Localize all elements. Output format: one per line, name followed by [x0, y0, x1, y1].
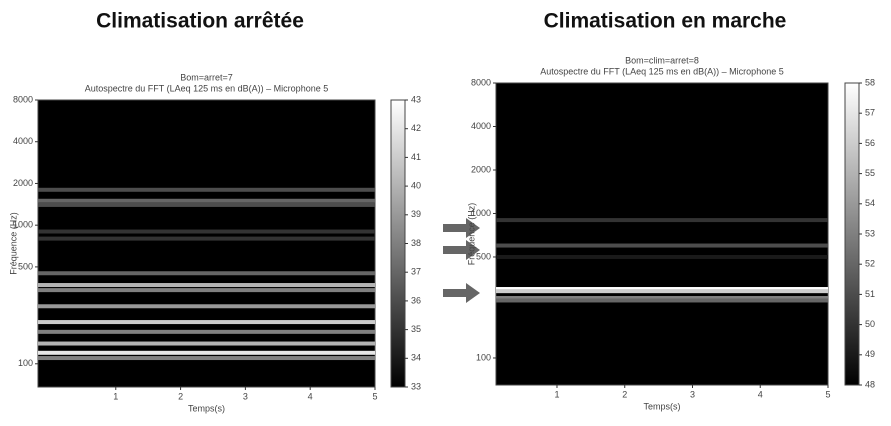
band	[496, 218, 828, 223]
x-tick-label: 2	[178, 391, 183, 401]
arrow	[443, 283, 480, 303]
chart-subtitle: Autospectre du FFT (LAeq 125 ms en dB(A)…	[85, 83, 328, 93]
x-axis-label: Temps(s)	[643, 401, 680, 411]
y-tick-label: 8000	[471, 77, 491, 87]
y-tick-label: 500	[476, 251, 491, 261]
chart-title: Climatisation en marche	[544, 10, 787, 33]
band	[38, 271, 375, 276]
x-tick-label: 2	[622, 389, 627, 399]
colorbar-tick-label: 49	[865, 349, 875, 359]
chart-subtitle: Bom=arret=7	[180, 72, 233, 82]
arrows	[443, 218, 480, 303]
band	[38, 350, 375, 355]
band	[38, 229, 375, 234]
band	[38, 341, 375, 346]
colorbar-tick-label: 34	[411, 353, 421, 363]
colorbar-tick-label: 50	[865, 319, 875, 329]
colorbar	[390, 99, 406, 388]
chart-subtitle: Bom=clim=arret=8	[625, 55, 699, 65]
y-tick-label: 4000	[471, 121, 491, 131]
band	[38, 356, 375, 361]
band	[496, 298, 828, 303]
plot-area	[495, 82, 829, 386]
colorbar-tick-label: 58	[865, 77, 875, 87]
y-tick-label: 2000	[471, 164, 491, 174]
band	[496, 243, 828, 248]
x-axis-label: Temps(s)	[188, 403, 225, 413]
x-tick-label: 1	[113, 391, 118, 401]
colorbar-tick-label: 48	[865, 379, 875, 389]
band	[38, 283, 375, 288]
y-tick-label: 100	[18, 358, 33, 368]
colorbar-tick-label: 51	[865, 289, 875, 299]
colorbar-tick-label: 56	[865, 138, 875, 148]
band	[496, 287, 828, 292]
band	[38, 202, 375, 207]
arrow	[443, 218, 480, 238]
band	[38, 236, 375, 241]
colorbar-tick-label: 36	[411, 295, 421, 305]
colorbar-tick-label: 43	[411, 94, 421, 104]
colorbar-tick-label: 40	[411, 180, 421, 190]
x-tick-label: 1	[554, 389, 559, 399]
band	[496, 289, 828, 294]
y-tick-label: 2000	[13, 178, 33, 188]
x-tick-label: 5	[372, 391, 377, 401]
x-tick-label: 4	[308, 391, 313, 401]
y-tick-label: 8000	[13, 94, 33, 104]
y-tick-label: 4000	[13, 136, 33, 146]
band	[38, 198, 375, 203]
band	[38, 187, 375, 192]
band	[496, 254, 828, 259]
band	[38, 320, 375, 325]
colorbar-tick-label: 52	[865, 259, 875, 269]
x-tick-label: 3	[243, 391, 248, 401]
colorbar-tick-label: 41	[411, 152, 421, 162]
plot-area	[37, 99, 376, 388]
y-axis-label: Fréquence (Hz)	[8, 212, 18, 275]
y-tick-label: 500	[18, 261, 33, 271]
colorbar-tick-label: 37	[411, 267, 421, 277]
x-tick-label: 5	[825, 389, 830, 399]
chart-title: Climatisation arrêtée	[96, 10, 304, 33]
band	[38, 288, 375, 293]
colorbar-tick-label: 38	[411, 238, 421, 248]
y-tick-label: 1000	[13, 220, 33, 230]
colorbar	[844, 82, 860, 386]
band	[496, 296, 828, 301]
arrow	[443, 240, 480, 260]
colorbar-tick-label: 35	[411, 324, 421, 334]
y-tick-label: 1000	[471, 208, 491, 218]
band	[38, 304, 375, 309]
chart-subtitle: Autospectre du FFT (LAeq 125 ms en dB(A)…	[540, 66, 783, 76]
y-tick-label: 100	[476, 352, 491, 362]
colorbar-tick-label: 55	[865, 168, 875, 178]
colorbar-tick-label: 42	[411, 123, 421, 133]
band	[38, 329, 375, 334]
colorbar-tick-label: 33	[411, 381, 421, 391]
colorbar-tick-label: 57	[865, 108, 875, 118]
x-tick-label: 4	[758, 389, 763, 399]
y-axis-label: Fréquence (Hz)	[466, 203, 476, 266]
x-tick-label: 3	[690, 389, 695, 399]
colorbar-tick-label: 53	[865, 228, 875, 238]
colorbar-tick-label: 54	[865, 198, 875, 208]
colorbar-tick-label: 39	[411, 209, 421, 219]
